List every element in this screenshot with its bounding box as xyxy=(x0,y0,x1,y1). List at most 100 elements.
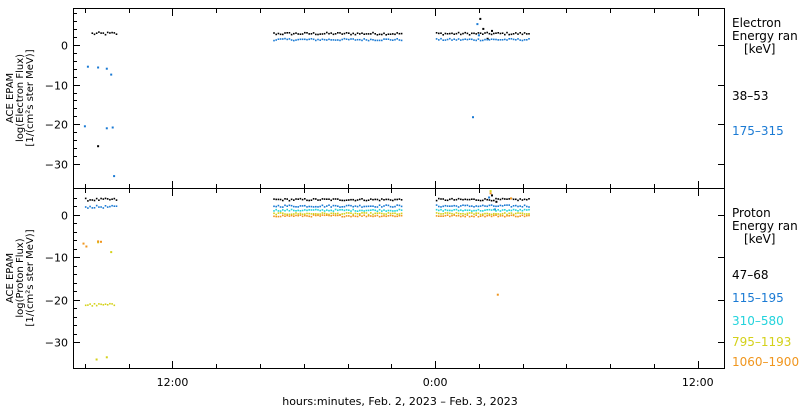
electron-data-point xyxy=(293,39,295,42)
proton-data-point xyxy=(517,215,519,218)
proton-data-point xyxy=(315,208,317,211)
proton-data-point xyxy=(517,199,519,202)
proton-data-point xyxy=(343,205,346,208)
electron-ylabel-line2: log(Electron Flux) xyxy=(15,54,26,142)
electron-data-point xyxy=(484,32,486,34)
proton-data-point xyxy=(282,199,284,202)
x-tick-label: 12:00 xyxy=(157,376,189,389)
proton-data-point xyxy=(332,212,335,214)
proton-data-point xyxy=(352,205,354,208)
proton-data-point xyxy=(330,206,332,208)
proton-data-point xyxy=(394,212,396,215)
proton-data-point xyxy=(528,214,530,217)
electron-data-point xyxy=(282,33,284,36)
proton-data-point xyxy=(113,205,116,207)
proton-data-point xyxy=(517,212,519,214)
electron-data-point xyxy=(334,39,337,41)
proton-data-point xyxy=(484,215,486,218)
proton-data-point xyxy=(477,212,480,215)
proton-data-point xyxy=(444,199,447,201)
proton-data-point xyxy=(385,210,387,212)
proton-data-point xyxy=(293,215,295,217)
proton-data-point xyxy=(512,213,515,216)
electron-data-point xyxy=(319,33,321,35)
proton-data-point xyxy=(496,293,499,296)
proton-data-point xyxy=(352,198,354,201)
proton-data-point xyxy=(365,209,368,212)
electron-data-point xyxy=(279,38,282,40)
proton-data-point xyxy=(473,213,475,215)
electron-data-point xyxy=(105,67,108,70)
proton-data-point xyxy=(365,205,368,208)
proton-data-point xyxy=(482,213,484,215)
proton-data-point xyxy=(93,199,96,202)
electron-data-point xyxy=(361,32,363,34)
proton-data-point xyxy=(440,215,442,217)
electron-data-point xyxy=(521,33,524,36)
proton-data-point xyxy=(304,204,306,207)
electron-data-point xyxy=(497,39,499,41)
proton-data-point xyxy=(275,215,277,218)
electron-legend-entry-38-53: 38–53 xyxy=(732,89,769,103)
proton-data-point xyxy=(275,208,277,211)
electron-data-point xyxy=(446,33,449,35)
proton-data-point xyxy=(102,198,105,200)
proton-data-point xyxy=(435,199,438,202)
proton-data-point xyxy=(526,198,528,201)
proton-data-point xyxy=(468,212,471,214)
proton-data-point xyxy=(273,215,275,218)
proton-data-point xyxy=(304,214,306,217)
proton-data-point xyxy=(275,205,277,208)
proton-data-point xyxy=(310,215,313,218)
electron-data-point xyxy=(328,32,330,35)
proton-y-tick-label: 0 xyxy=(61,210,68,223)
electron-data-point xyxy=(486,31,488,34)
proton-data-point xyxy=(508,215,510,217)
proton-data-point xyxy=(457,206,460,208)
proton-data-point xyxy=(343,199,346,202)
electron-data-point xyxy=(91,32,94,34)
proton-data-point xyxy=(528,198,530,200)
proton-data-point xyxy=(400,209,403,211)
proton-data-point xyxy=(288,215,291,217)
proton-data-point xyxy=(295,210,297,212)
proton-data-point xyxy=(306,212,308,215)
electron-data-point xyxy=(453,38,455,40)
proton-data-point xyxy=(442,205,444,208)
electron-data-point xyxy=(304,31,306,34)
electron-data xyxy=(83,17,530,178)
electron-data-point xyxy=(330,32,332,34)
electron-data-point xyxy=(495,38,497,41)
electron-data-point xyxy=(460,39,462,41)
proton-data-point xyxy=(398,208,401,211)
proton-data-point xyxy=(352,215,354,217)
electron-legend-title-line2: Energy ran xyxy=(732,29,798,43)
proton-data-point xyxy=(319,213,321,215)
proton-data-point xyxy=(484,198,486,200)
proton-data-point xyxy=(499,213,502,215)
proton-data-point xyxy=(497,215,499,218)
proton-data-point xyxy=(387,212,390,214)
proton-data-point xyxy=(389,212,392,215)
proton-data-point xyxy=(334,204,337,207)
proton-data-point xyxy=(84,206,87,208)
proton-data-point xyxy=(286,198,288,200)
electron-data-point xyxy=(315,39,317,42)
electron-data-point xyxy=(343,37,346,40)
proton-data-point xyxy=(315,205,317,208)
proton-data-point xyxy=(348,209,350,211)
proton-data-point xyxy=(359,209,361,212)
proton-data-point xyxy=(471,215,473,217)
proton-data-point xyxy=(451,214,453,217)
proton-data-point xyxy=(468,215,471,218)
proton-data-point xyxy=(378,199,381,202)
electron-data-point xyxy=(365,39,368,41)
electron-data-point xyxy=(462,38,464,41)
proton-data-point xyxy=(455,215,458,217)
proton-data-point xyxy=(109,302,111,305)
electron-data-point xyxy=(455,32,458,35)
proton-data-point xyxy=(501,212,504,215)
proton-data-point xyxy=(279,212,282,214)
proton-data-point xyxy=(297,214,299,217)
